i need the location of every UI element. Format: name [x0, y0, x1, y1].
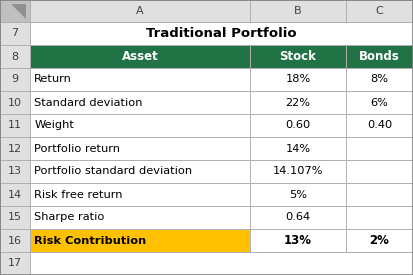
Bar	[30, 0, 250, 22]
Text: 5%: 5%	[289, 189, 307, 199]
Bar	[250, 45, 346, 68]
Bar	[0, 22, 30, 45]
Text: 12: 12	[8, 144, 22, 153]
Text: 17: 17	[8, 258, 22, 268]
Text: Portfolio return: Portfolio return	[34, 144, 120, 153]
Text: 11: 11	[8, 120, 22, 131]
Bar	[30, 45, 250, 68]
Text: 13%: 13%	[284, 234, 312, 247]
Bar	[30, 137, 250, 160]
Bar	[250, 160, 346, 183]
Bar	[0, 229, 30, 252]
Bar	[0, 114, 30, 137]
Bar	[346, 0, 413, 22]
Text: 14%: 14%	[285, 144, 311, 153]
Text: 8%: 8%	[370, 75, 389, 84]
Text: 13: 13	[8, 166, 22, 177]
Text: Sharpe ratio: Sharpe ratio	[34, 213, 104, 222]
Text: Portfolio standard deviation: Portfolio standard deviation	[34, 166, 192, 177]
Text: Risk Contribution: Risk Contribution	[34, 235, 146, 246]
Bar	[30, 206, 250, 229]
Text: 9: 9	[12, 75, 19, 84]
Text: Risk free return: Risk free return	[34, 189, 123, 199]
Bar	[0, 91, 30, 114]
Bar	[0, 0, 30, 22]
Bar	[250, 183, 346, 206]
Text: 15: 15	[8, 213, 22, 222]
Bar	[30, 22, 413, 45]
Bar	[30, 68, 250, 91]
Text: 22%: 22%	[285, 98, 311, 108]
Text: 0.40: 0.40	[367, 120, 392, 131]
Text: 10: 10	[8, 98, 22, 108]
Bar	[0, 160, 30, 183]
Text: 2%: 2%	[370, 234, 389, 247]
Bar	[0, 68, 30, 91]
Text: 6%: 6%	[370, 98, 389, 108]
Bar	[0, 137, 30, 160]
Text: C: C	[376, 6, 383, 16]
Text: 16: 16	[8, 235, 22, 246]
Bar	[0, 45, 30, 68]
Bar	[250, 0, 346, 22]
Bar	[250, 68, 346, 91]
Bar	[346, 206, 413, 229]
Bar	[346, 229, 413, 252]
Bar	[250, 91, 346, 114]
Bar	[250, 137, 346, 160]
Bar	[0, 183, 30, 206]
Bar	[346, 183, 413, 206]
Polygon shape	[10, 4, 26, 19]
Text: 8: 8	[12, 51, 19, 62]
Bar	[346, 137, 413, 160]
Text: Weight: Weight	[34, 120, 74, 131]
Bar	[346, 160, 413, 183]
Text: Traditional Portfolio: Traditional Portfolio	[146, 27, 297, 40]
Bar	[346, 114, 413, 137]
Text: 18%: 18%	[285, 75, 311, 84]
Text: Return: Return	[34, 75, 72, 84]
Bar	[30, 114, 250, 137]
Bar	[0, 206, 30, 229]
Bar	[250, 229, 346, 252]
Bar	[30, 229, 250, 252]
Bar	[30, 252, 413, 275]
Text: Stock: Stock	[280, 50, 316, 63]
Bar	[30, 160, 250, 183]
Bar	[30, 91, 250, 114]
Text: Bonds: Bonds	[359, 50, 400, 63]
Text: Asset: Asset	[121, 50, 158, 63]
Text: 7: 7	[12, 29, 19, 38]
Bar	[0, 252, 30, 275]
Bar	[30, 183, 250, 206]
Text: 0.60: 0.60	[285, 120, 311, 131]
Text: 0.64: 0.64	[285, 213, 311, 222]
Text: 14.107%: 14.107%	[273, 166, 323, 177]
Bar	[250, 206, 346, 229]
Bar	[250, 114, 346, 137]
Text: A: A	[136, 6, 144, 16]
Text: 14: 14	[8, 189, 22, 199]
Bar	[346, 91, 413, 114]
Text: Standard deviation: Standard deviation	[34, 98, 142, 108]
Bar	[346, 45, 413, 68]
Text: B: B	[294, 6, 302, 16]
Bar	[346, 68, 413, 91]
